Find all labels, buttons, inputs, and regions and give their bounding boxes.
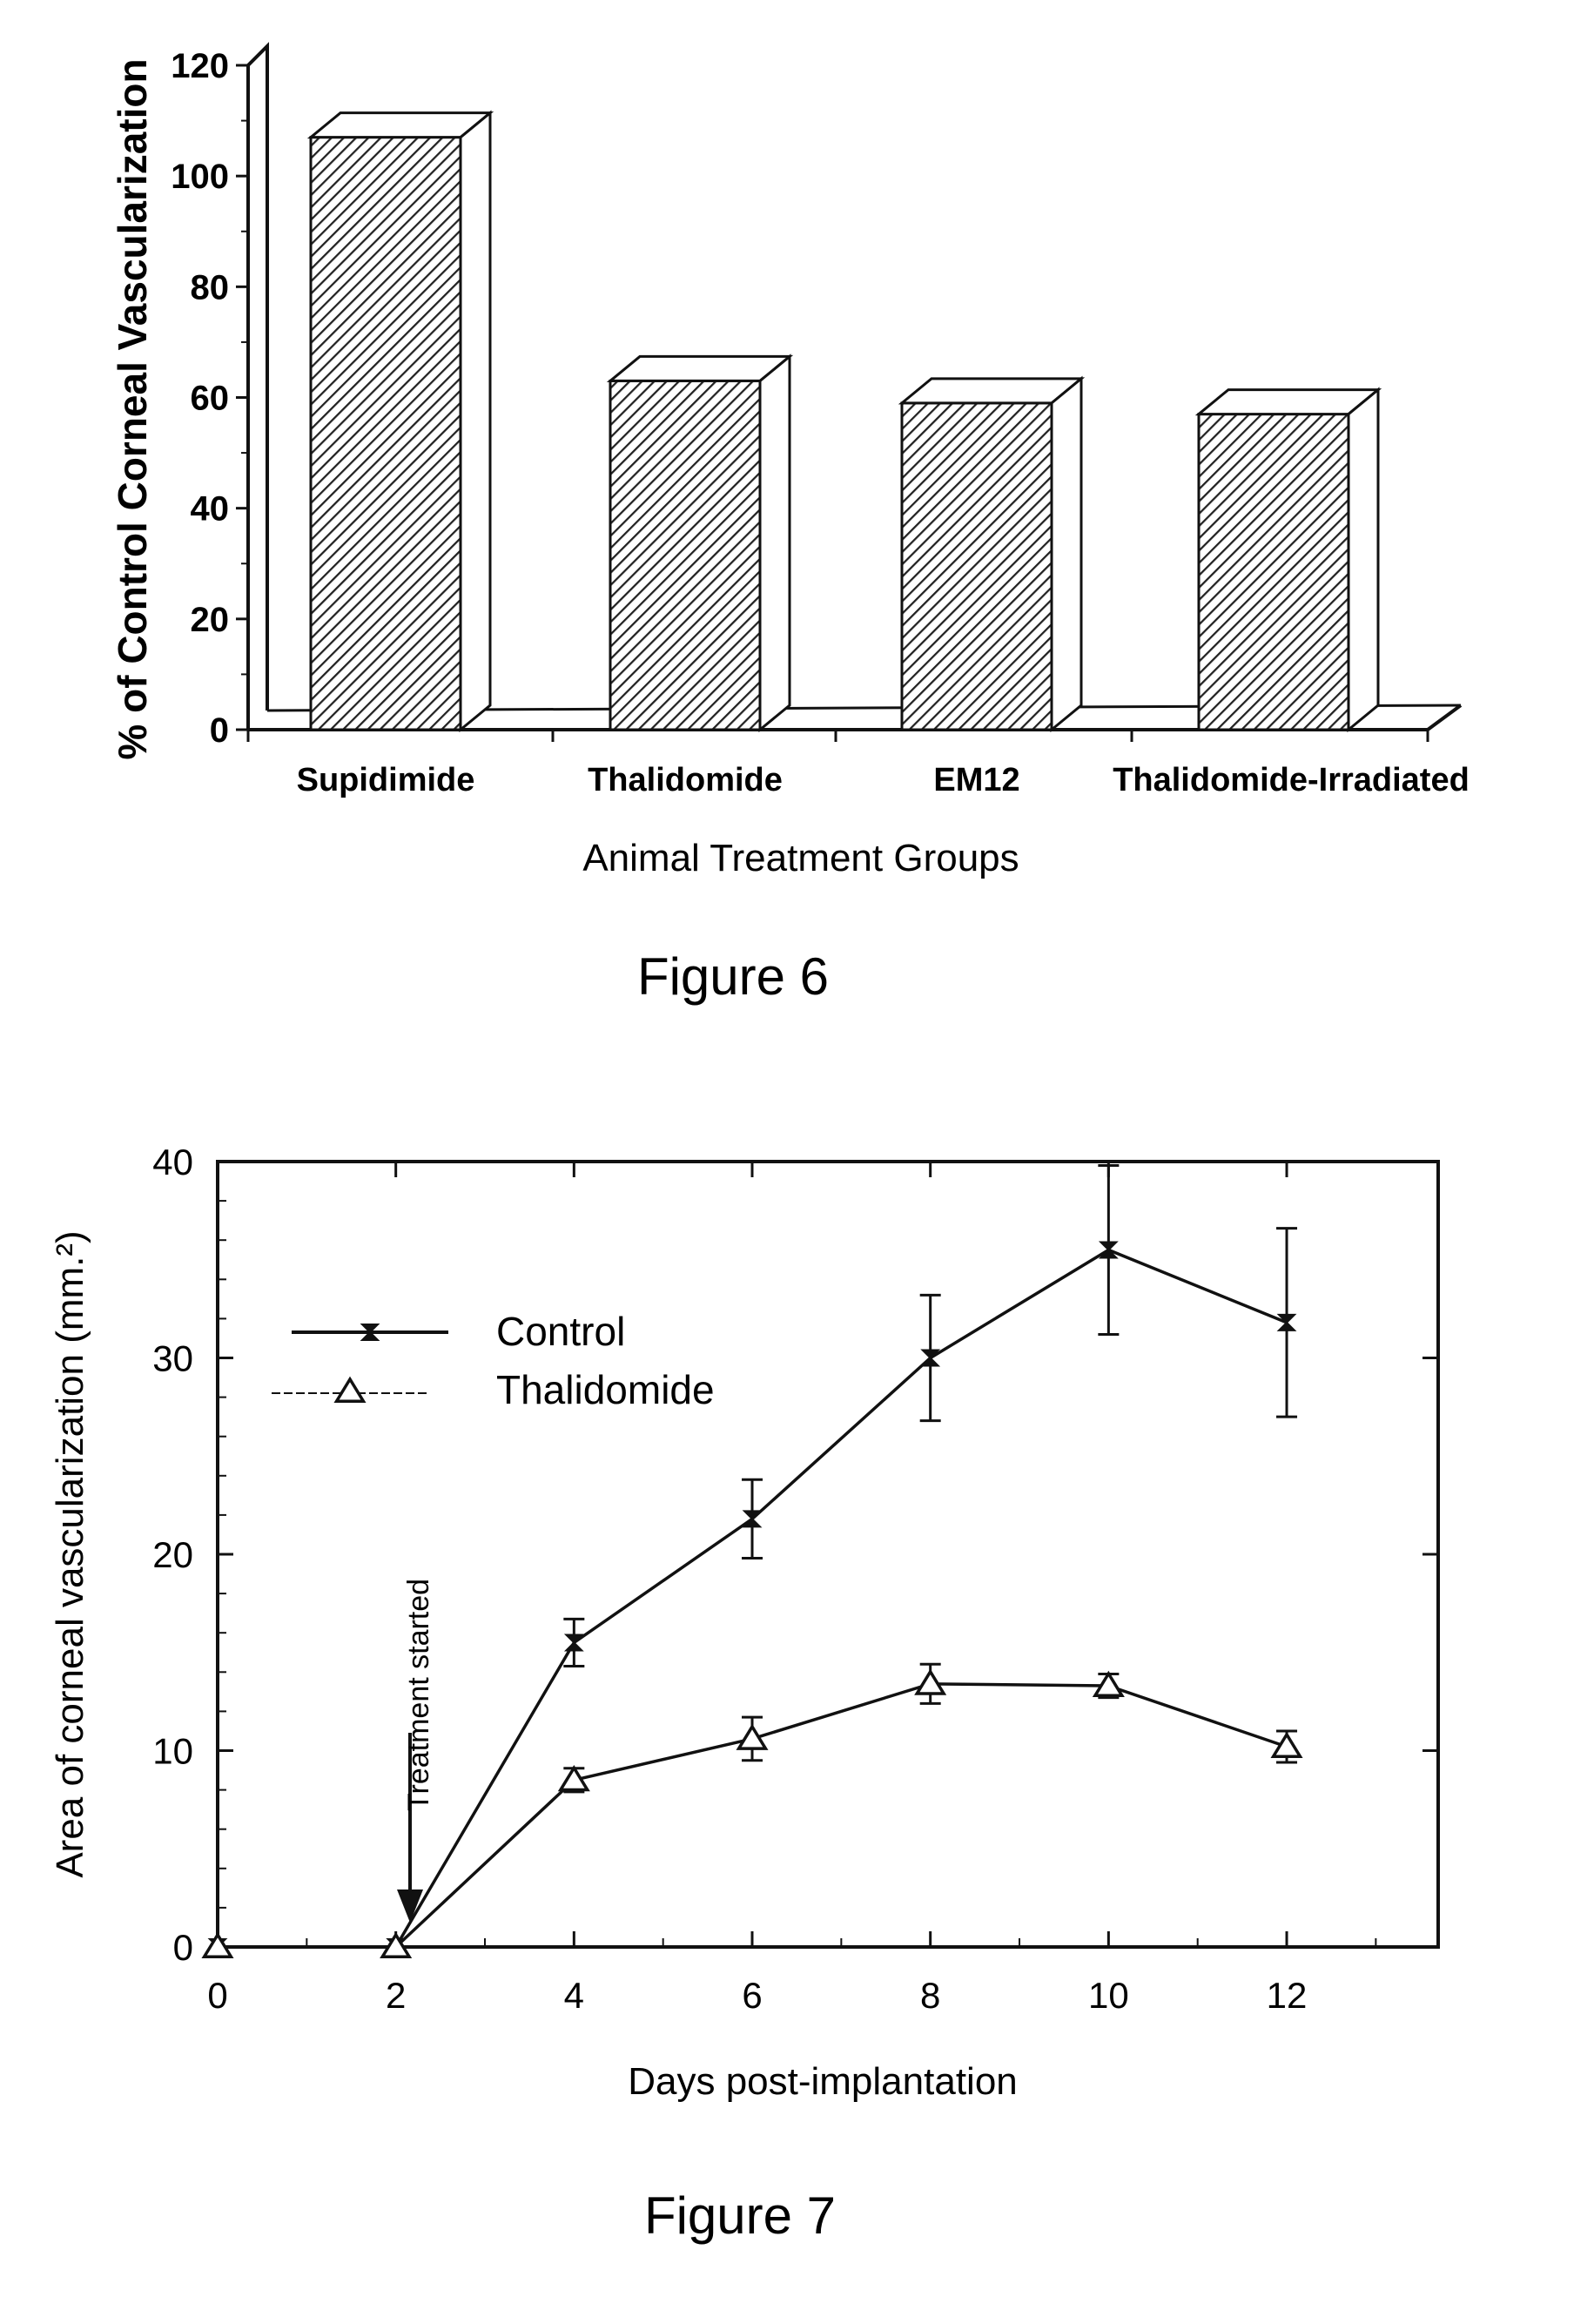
legend-label-thalidomide: Thalidomide [496, 1367, 715, 1412]
fig7-y-tick-label: 10 [152, 1731, 193, 1772]
figure-6-bar-chart: 0 20 40 60 80 100 120 Supidimide Thalidomide EM1… [110, 46, 1470, 1006]
fig7-axis-ticks: 0 2 4 6 8 10 12 0 10 20 30 40 [152, 1142, 1438, 2016]
series-line [218, 1250, 1287, 1947]
fig6-y-tick-label: 60 [191, 380, 230, 418]
fig7-x-axis-label: Days post-implantation [628, 2060, 1018, 2103]
fig6-bar [311, 113, 490, 730]
control-marker [1100, 1242, 1116, 1257]
fig6-y-axis-label: % of Control Corneal Vascularization [110, 58, 155, 759]
treatment-started-annotation: Treatment started [397, 1579, 435, 1923]
fig7-x-tick-label: 2 [386, 1975, 406, 2016]
fig6-y-tick-label: 120 [171, 47, 229, 85]
control-marker [566, 1634, 582, 1650]
legend-label-control: Control [496, 1309, 625, 1354]
fig7-x-tick-label: 10 [1088, 1975, 1129, 2016]
figure-7-caption: Figure 7 [644, 2186, 836, 2245]
figure-6-caption: Figure 6 [637, 947, 829, 1006]
fig6-y-axis-line [248, 46, 267, 730]
fig7-legend: Control Thalidomide [272, 1309, 715, 1412]
fig7-y-tick-label: 20 [152, 1534, 193, 1575]
fig7-y-tick-label: 30 [152, 1338, 193, 1379]
fig6-bar-front [1199, 414, 1349, 730]
fig6-category-label: Supidimide [297, 762, 475, 798]
fig6-y-tick-label: 40 [191, 490, 230, 529]
fig6-y-tick-label: 100 [171, 158, 229, 196]
fig6-bar [610, 356, 790, 730]
fig6-y-tick-label: 20 [191, 601, 230, 639]
control-marker [1279, 1315, 1295, 1330]
figure-7-line-chart: 0 2 4 6 8 10 12 0 10 20 30 40 Control Thalidomide T… [49, 1142, 1438, 2245]
fig7-y-tick-label: 40 [152, 1142, 193, 1182]
fig6-bar-side [1052, 379, 1081, 730]
fig7-y-axis-label: Area of corneal vascularization (mm.²) [49, 1230, 91, 1877]
fig6-y-tick-label: 80 [191, 268, 230, 306]
series-control [210, 1166, 1297, 1955]
thalidomide-marker [1274, 1735, 1301, 1756]
thalidomide-marker [739, 1727, 766, 1748]
fig6-bar-side [1349, 390, 1378, 730]
fig6-bar [1199, 390, 1378, 730]
fig6-bar-front [610, 381, 760, 730]
fig7-x-tick-label: 4 [564, 1975, 584, 2016]
fig7-x-tick-label: 0 [207, 1975, 227, 2016]
fig6-bar-front [902, 403, 1052, 730]
legend-thalidomide-marker [337, 1379, 364, 1401]
series-thalidomide [205, 1664, 1301, 1957]
fig6-bar-side [461, 113, 490, 730]
control-marker [744, 1511, 760, 1526]
fig6-category-label: EM12 [933, 762, 1019, 798]
fig7-x-tick-label: 12 [1267, 1975, 1308, 2016]
fig7-plot-frame [218, 1162, 1438, 1947]
fig6-bar-side [760, 356, 790, 730]
fig6-category-label: Thalidomide [588, 762, 783, 798]
fig6-bars [311, 113, 1378, 730]
fig7-x-tick-label: 6 [742, 1975, 762, 2016]
fig6-bar [902, 379, 1081, 730]
fig7-series [205, 1166, 1301, 1957]
fig7-x-tick-label: 8 [920, 1975, 940, 2016]
treatment-started-label: Treatment started [402, 1579, 435, 1811]
fig7-y-tick-label: 0 [173, 1927, 193, 1968]
control-marker [923, 1351, 938, 1366]
thalidomide-marker [337, 1379, 364, 1401]
fig6-bar-front [311, 138, 461, 730]
fig6-category-labels: Supidimide Thalidomide EM12 Thalidomide-Irr… [297, 762, 1470, 798]
fig6-category-label: Thalidomide-Irradiated [1113, 762, 1470, 798]
fig6-y-tick-label: 0 [210, 711, 229, 750]
fig6-x-axis-label: Animal Treatment Groups [582, 837, 1019, 879]
